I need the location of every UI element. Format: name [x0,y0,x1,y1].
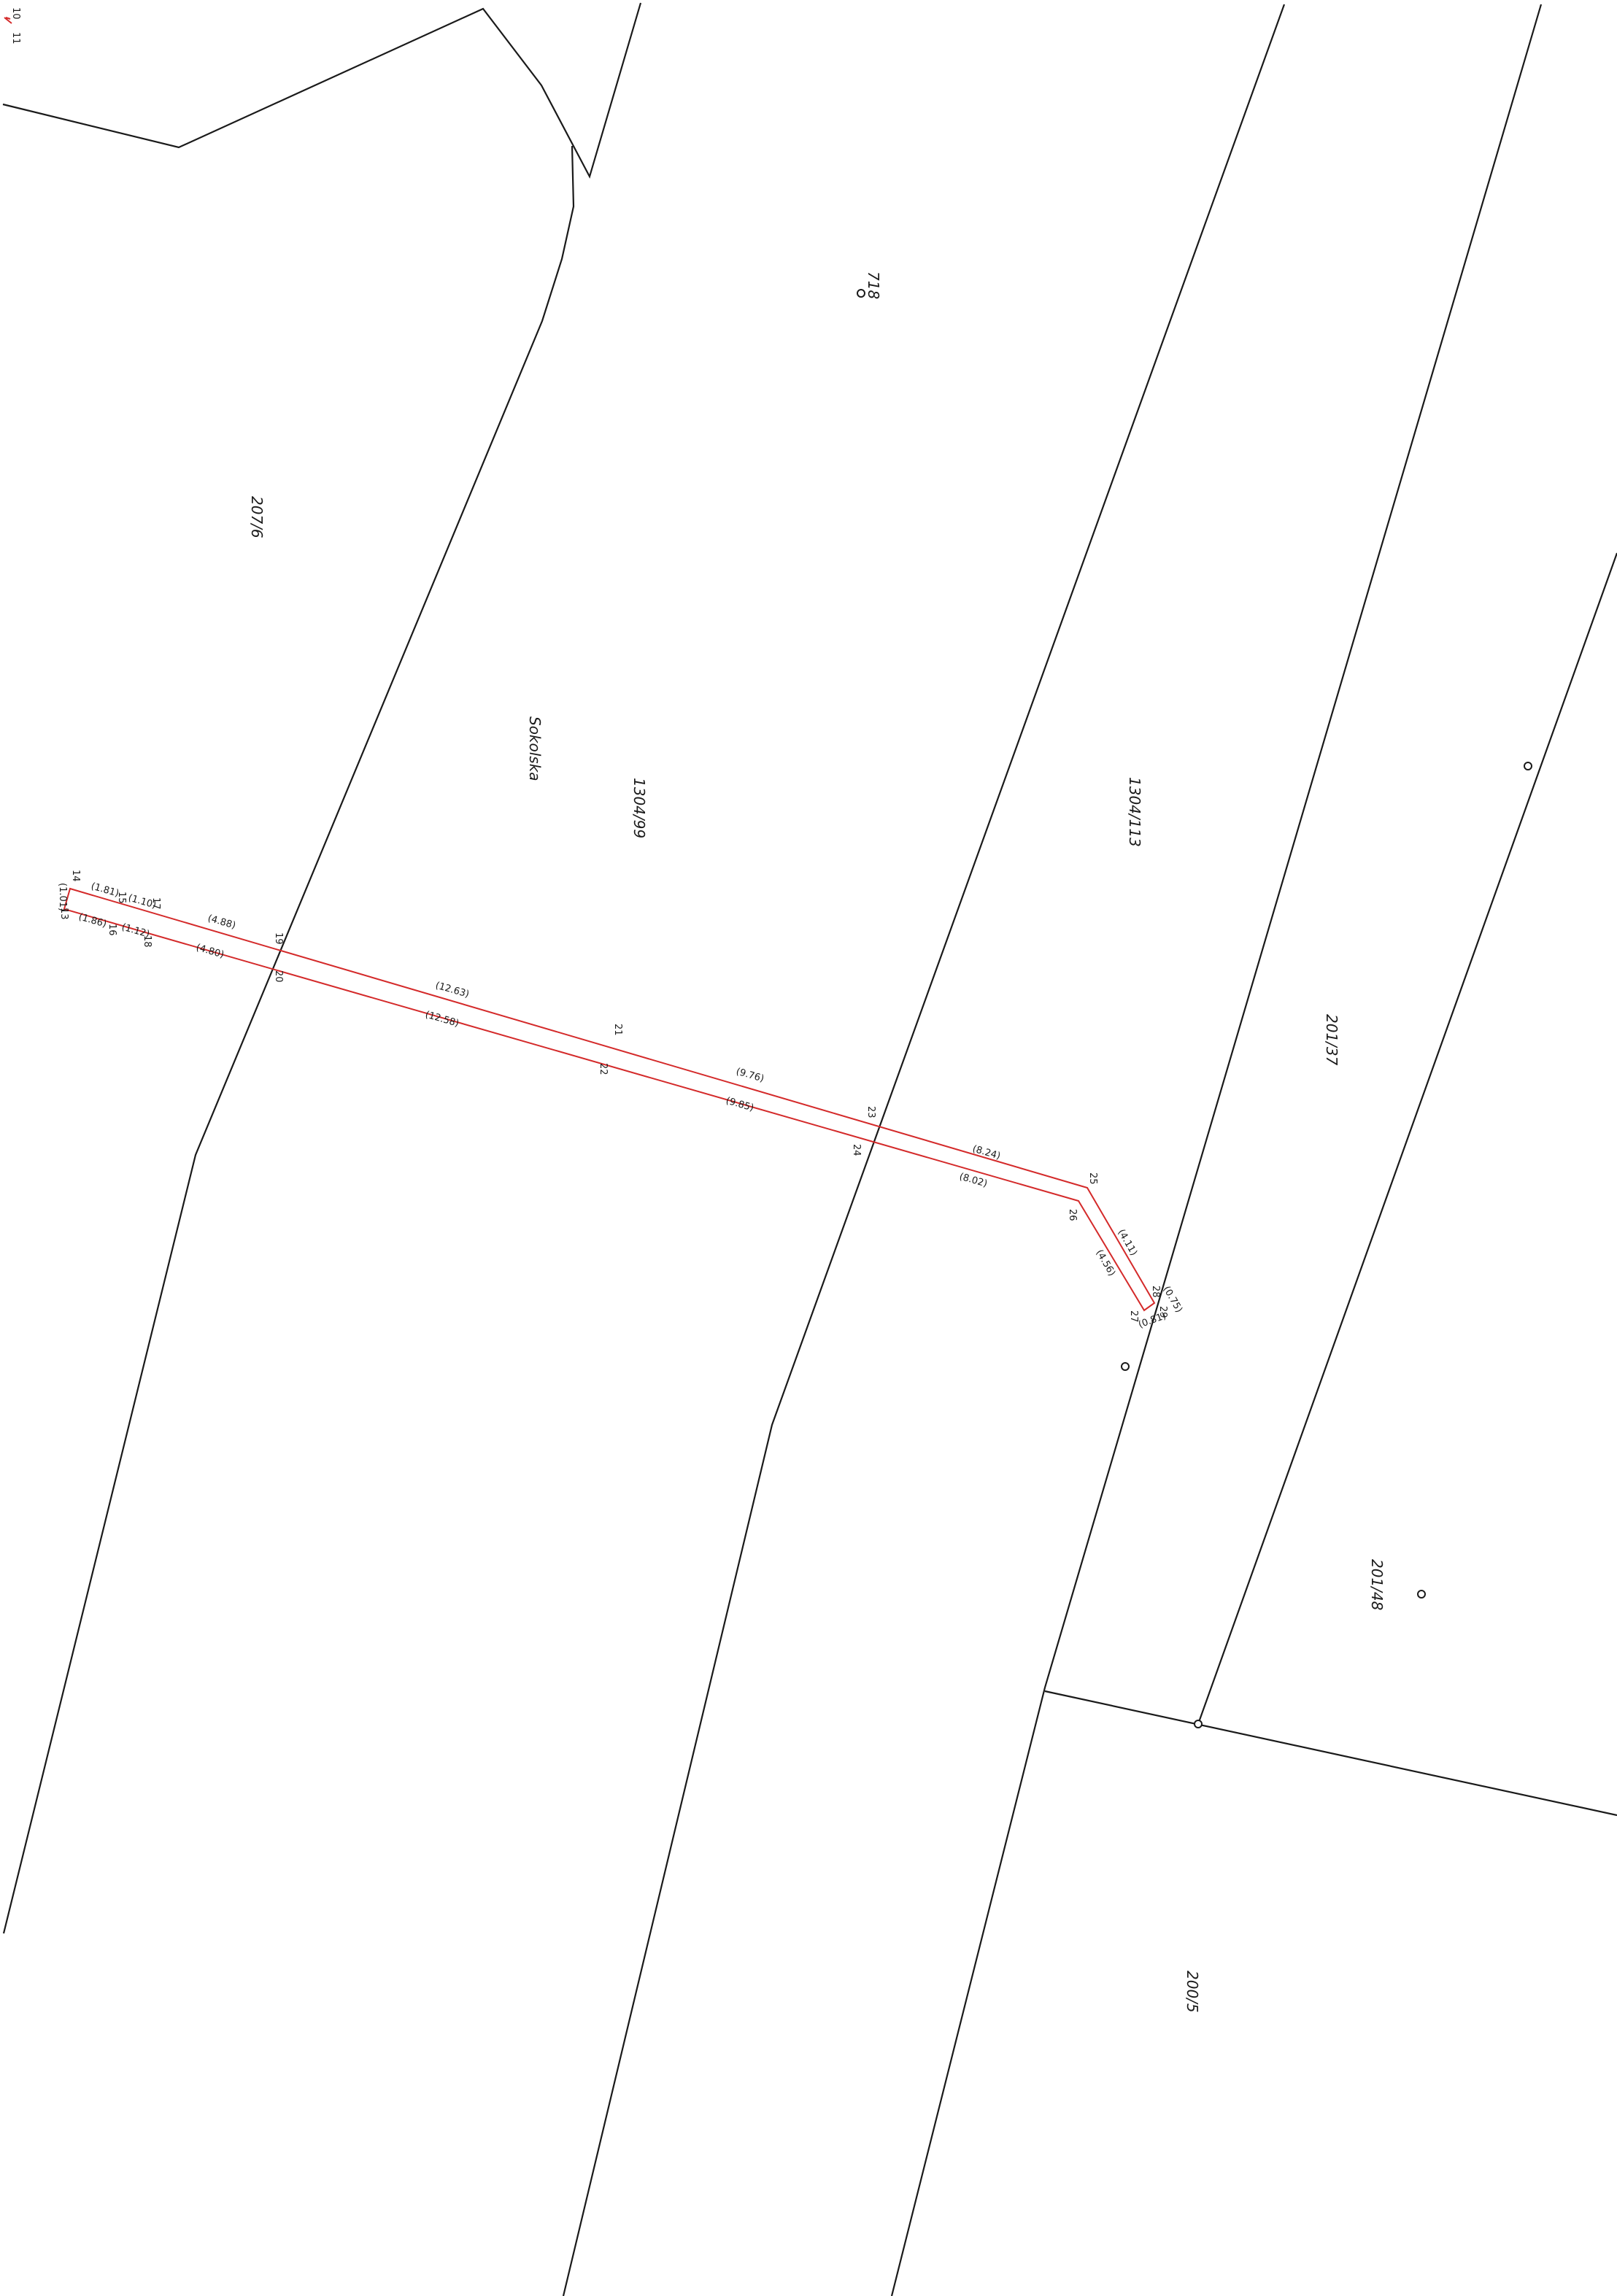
dim-1-81: (1.81) [90,881,120,899]
dim-12-58: (12.58) [424,1009,460,1029]
survey-point [1524,762,1532,770]
parcel-label-207-6: 207/6 [248,496,266,538]
corner-mark-11: 11 [10,32,21,45]
point-20: 20 [273,970,284,983]
easement-strip [63,887,1156,1312]
corner-red-mark [4,17,12,24]
dim-4-80: (4.80) [195,942,225,960]
point-numbers: 14 13 15 16 17 18 19 20 21 22 23 24 25 2… [58,870,1168,1323]
parcel-labels: 207/6 718 1304/99 1304/113 201/37 201/48… [248,271,1386,2013]
point-29: 29 [1157,1306,1168,1318]
point-17: 17 [150,897,161,910]
point-13: 13 [58,908,69,920]
point-16: 16 [107,924,117,936]
survey-point [1121,1362,1130,1371]
parcel-label-1304-99: 1304/99 [630,778,648,838]
corner-marks: 10 11 [4,7,21,45]
dim-8-24: (8.24) [971,1143,1002,1161]
dim-1-86: (1.86) [77,911,108,929]
boundary-207-6-east [2,145,575,1934]
point-22: 22 [598,1063,609,1075]
dim-4-56: (4.56) [1094,1248,1118,1278]
boundary-1304-113-east [890,4,1543,2296]
point-21: 21 [612,1024,623,1036]
survey-points [857,289,1532,1728]
parcel-label-200-5: 200/5 [1184,1971,1201,2013]
parcel-label-201-48: 201/48 [1368,1559,1386,1610]
boundary-1304-99-east [562,4,1286,2296]
point-28: 28 [1150,1286,1161,1298]
parcel-label-1304-113: 1304/113 [1126,777,1143,847]
boundary-top-left [2,2,642,179]
easement-strip-main [63,887,1156,1312]
point-27: 27 [1128,1310,1139,1323]
point-18: 18 [142,935,153,948]
survey-point [1194,1720,1203,1728]
street-label-sokolska: Sokolska [526,716,544,781]
dim-9-85: (9.85) [725,1095,755,1113]
corner-mark-10: 10 [10,7,21,20]
point-25: 25 [1087,1172,1098,1185]
point-15: 15 [116,892,127,904]
dim-0-81: (0.81) [1137,1310,1168,1330]
dim-4-88: (4.88) [207,913,237,931]
parcel-label-201-37: 201/37 [1323,1014,1340,1066]
survey-point [1417,1590,1426,1599]
dimension-labels: (1.81) (1.10) (1.86) (1.12) (1.01) (4.88… [57,881,1184,1330]
dim-1-12: (1.12) [120,921,151,940]
survey-point [857,289,865,298]
boundary-201-37-east [1197,552,1617,1725]
dim-9-76: (9.76) [735,1066,765,1084]
point-19: 19 [273,932,284,945]
point-14: 14 [70,870,81,882]
dim-1-01: (1.01) [57,883,68,911]
dim-1-10: (1.10) [127,892,158,911]
parcel-label-718: 718 [865,271,882,299]
point-24: 24 [851,1144,862,1156]
boundary-bottom [1044,1690,1617,1817]
point-23: 23 [865,1106,876,1118]
point-26: 26 [1067,1209,1078,1221]
